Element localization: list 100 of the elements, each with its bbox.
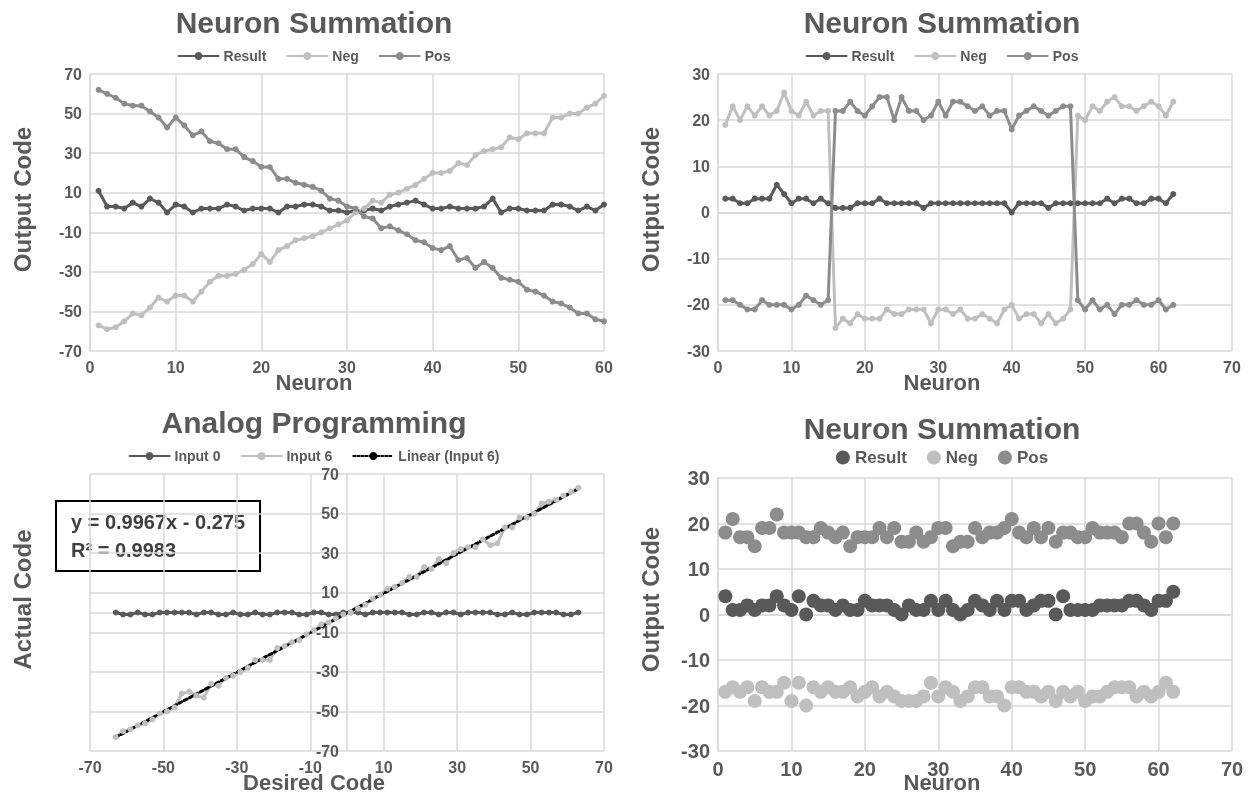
x-tick-label: 70 xyxy=(595,758,613,775)
chart-title: Neuron Summation xyxy=(803,411,1081,444)
x-tick-label: 50 xyxy=(1074,757,1097,780)
point xyxy=(481,203,488,210)
y-tick-label: -10 xyxy=(686,250,711,268)
y-tick-label: 30 xyxy=(64,144,83,162)
y-tick-label: 70 xyxy=(64,65,83,83)
point xyxy=(215,272,222,279)
x-tick-label: 50 xyxy=(509,358,528,376)
x-tick-label: 10 xyxy=(166,358,185,376)
point xyxy=(523,286,530,293)
x-tick-label: 10 xyxy=(374,758,393,775)
point xyxy=(498,274,505,281)
point xyxy=(164,124,171,131)
point xyxy=(541,292,548,299)
y-tick-label: -30 xyxy=(315,662,340,680)
y-tick-label: 30 xyxy=(687,466,710,489)
x-tick-label: 40 xyxy=(423,358,442,376)
point xyxy=(292,237,299,244)
point xyxy=(592,316,599,323)
point xyxy=(421,175,428,182)
point xyxy=(189,132,196,139)
point xyxy=(523,207,530,214)
point xyxy=(386,191,393,198)
point xyxy=(275,209,282,216)
point xyxy=(601,92,607,99)
point xyxy=(335,197,342,204)
y-tick-label: -10 xyxy=(58,223,83,241)
y-tick-label: -20 xyxy=(686,296,711,314)
point xyxy=(412,181,419,188)
legend-label: Result xyxy=(854,447,908,467)
y-axis-title: Actual Code xyxy=(8,528,36,670)
point xyxy=(266,205,273,212)
point xyxy=(438,247,445,254)
point xyxy=(258,163,265,170)
point xyxy=(232,203,239,210)
x-tick-label: 60 xyxy=(595,358,613,376)
point xyxy=(224,146,231,153)
point xyxy=(455,205,462,212)
point xyxy=(361,213,368,220)
point xyxy=(129,310,136,317)
point xyxy=(232,146,239,153)
point xyxy=(378,199,385,206)
point xyxy=(129,199,136,206)
y-tick-label: 50 xyxy=(64,105,83,123)
point xyxy=(318,187,325,194)
legend-label: Result xyxy=(223,48,267,64)
x-tick-label: 0 xyxy=(713,358,723,376)
point xyxy=(481,258,488,265)
point xyxy=(386,223,393,230)
point xyxy=(224,272,231,279)
point xyxy=(506,134,513,141)
point xyxy=(198,205,205,212)
y-tick-label: 30 xyxy=(321,544,340,562)
legend-label: Neg xyxy=(945,447,978,467)
legend-label: Result xyxy=(851,48,895,64)
point xyxy=(532,207,539,214)
point xyxy=(129,102,136,109)
point xyxy=(95,86,102,93)
point xyxy=(515,136,522,143)
point xyxy=(164,209,171,216)
x-tick-label: 40 xyxy=(1000,757,1023,780)
point xyxy=(532,130,539,137)
point xyxy=(429,245,436,252)
x-tick-label: 60 xyxy=(1149,358,1168,376)
point xyxy=(446,243,453,250)
point xyxy=(249,158,256,165)
point xyxy=(249,260,256,267)
point xyxy=(224,201,231,208)
y-tick-label: -30 xyxy=(58,263,83,281)
y-tick-label: 10 xyxy=(64,184,83,202)
point xyxy=(463,205,470,212)
point xyxy=(155,114,162,121)
point xyxy=(592,207,599,214)
point xyxy=(95,322,102,329)
x-tick-label: -70 xyxy=(78,758,102,775)
point xyxy=(583,203,590,210)
point xyxy=(206,278,213,285)
point xyxy=(181,122,188,129)
point xyxy=(575,310,582,317)
x-tick-label: 30 xyxy=(448,758,467,775)
point xyxy=(335,207,342,214)
point xyxy=(601,318,607,325)
point xyxy=(138,102,145,109)
chart-title: Analog Programming xyxy=(161,405,467,438)
point xyxy=(421,201,428,208)
point xyxy=(369,197,376,204)
point xyxy=(95,187,102,194)
point xyxy=(463,255,470,262)
annotation: y = 0.9967x - 0.275 xyxy=(71,510,246,533)
x-tick-label: 20 xyxy=(853,757,876,780)
x-tick-label: 70 xyxy=(1220,757,1244,780)
y-tick-label: 10 xyxy=(687,557,710,580)
point xyxy=(172,292,179,299)
legend-label: Neg xyxy=(960,48,987,64)
point xyxy=(558,201,565,208)
x-tick-label: 10 xyxy=(782,358,801,376)
y-tick-label: 10 xyxy=(692,157,711,175)
point xyxy=(601,201,607,208)
point xyxy=(121,318,128,325)
